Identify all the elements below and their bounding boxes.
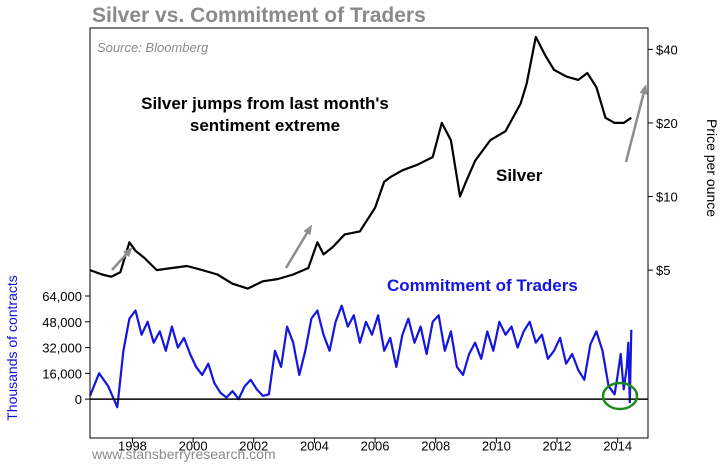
cot-series	[88, 304, 633, 409]
y-axis-label-right: Price per ounce	[704, 118, 720, 218]
y-right-tick-label-40: $40	[656, 42, 678, 57]
x-tick-label-2008: 2008	[421, 439, 450, 454]
plot-frame	[89, 27, 649, 439]
y-right-tick-label-5: $5	[656, 263, 670, 278]
x-tick-label-2010: 2010	[482, 439, 511, 454]
x-tick-label-2000: 2000	[179, 439, 208, 454]
x-tick-label-2012: 2012	[543, 439, 572, 454]
x-tick-label-2006: 2006	[361, 439, 390, 454]
silver-price-series	[89, 35, 632, 290]
y-right-tick-label-20: $20	[656, 116, 678, 131]
y-left-tick-label-16000: 16,000	[42, 366, 82, 381]
chart-title: Silver vs. Commitment of Traders	[92, 4, 426, 27]
x-tick-label-2002: 2002	[239, 439, 268, 454]
y-axis-label-left: Thousands of contracts	[4, 275, 20, 421]
source-note: Source: Bloomberg	[97, 40, 209, 55]
y-left-tick-label-32000: 32,000	[42, 341, 82, 356]
sentiment-extreme-circle	[601, 381, 639, 411]
trend-arrow-2	[284, 224, 313, 269]
y-left-tick-label-48000: 48,000	[42, 315, 82, 330]
annotation-text: Silver jumps from last month's sentiment…	[141, 94, 389, 135]
x-tick-label-1998: 1998	[118, 439, 147, 454]
footer-url: www.stansberryresearch.com	[92, 446, 276, 462]
y-left-tick-label-0: 0	[75, 392, 82, 407]
chart-annotations	[111, 84, 648, 411]
x-tick-label-2014: 2014	[603, 439, 632, 454]
series-label-cot: Commitment of Traders	[387, 276, 578, 295]
silver-price-line	[89, 35, 632, 290]
x-tick-label-2004: 2004	[300, 439, 329, 454]
y-right-tick-label-10: $10	[656, 190, 678, 205]
trend-arrow-3	[624, 84, 648, 163]
chart-axes: 1998 2000 2002 2004 2006 2008 2010 2012 2014 $5 $1…	[42, 27, 678, 454]
trend-arrow-1	[111, 247, 133, 271]
y-left-tick-label-64000: 64,000	[42, 289, 82, 304]
series-label-silver: Silver	[496, 166, 543, 185]
cot-line	[88, 304, 633, 409]
